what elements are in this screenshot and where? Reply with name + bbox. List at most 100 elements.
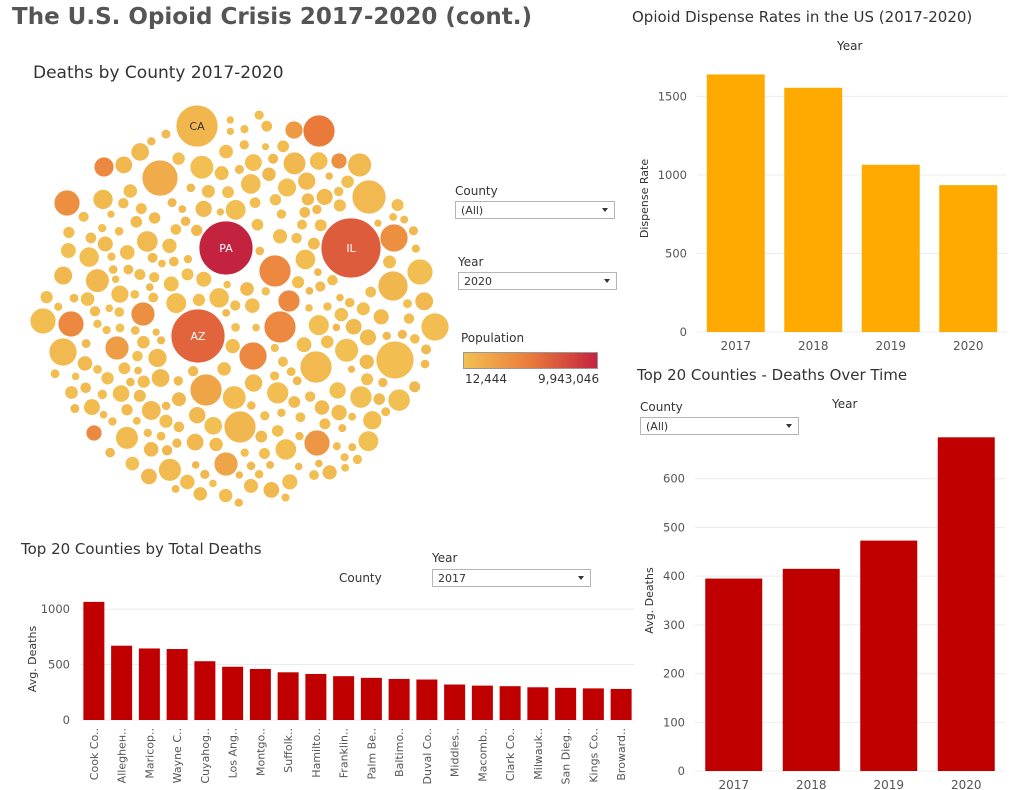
county-bubble [53,265,73,286]
county-bubble [224,338,241,355]
county-bubble [131,350,144,363]
county-bubble [238,139,250,151]
county-bubble [313,267,323,277]
county-bubble [307,314,330,337]
county-bubble [377,270,409,302]
county-bubble [130,142,150,162]
county-bubble [355,301,371,317]
county-bubble [331,441,342,452]
county-bubble [208,478,218,489]
county-bubble [320,334,335,349]
top20-xtick-label: Wayne C.. [171,728,184,783]
top20-year-select[interactable]: 2017 [432,569,591,587]
over-time-ytick-label: 300 [663,618,685,632]
county-bubble [104,303,114,313]
county-bubble [201,184,216,199]
county-bubble [77,210,90,223]
county-bubble [259,410,271,422]
county-bubble [221,308,231,318]
county-bubble [387,388,411,412]
county-bubble [80,338,92,349]
county-bubble [122,183,138,199]
top20-xtick-label: Middles.. [449,728,462,777]
county-bubble [117,361,132,376]
county-bubble [143,441,160,458]
dispense-chart: 0 500 1000 1500 2017 2018 2019 2020 Dispense Rat… [638,74,1007,353]
top20-bar [499,686,521,720]
county-bubble [261,166,277,182]
county-bubble [68,292,80,304]
dispense-column-header: Year [837,39,863,53]
county-bubble [277,177,297,198]
county-bubble [140,467,158,486]
county-bubble [119,244,136,261]
county-bubble [172,420,185,434]
county-bubble [170,308,226,364]
county-bubble [161,444,174,457]
county-bubble [29,307,57,335]
top20-bar [388,678,410,720]
dispense-bar [706,74,765,333]
county-bubble [62,226,76,239]
county-bubble [291,275,305,290]
county-bubble [375,340,415,380]
county-bubble [194,199,213,218]
bubble-chart-title: Deaths by County 2017-2020 [33,63,284,83]
county-bubble [129,289,141,300]
over-time-bar [937,437,995,771]
county-bubble [135,202,148,215]
county-bubble [254,245,265,257]
county-bubble [330,152,348,170]
chevron-down-icon [786,424,792,428]
top20-ytick-label: 0 [63,713,70,727]
over-time-chart-title: Top 20 Counties - Deaths Over Time [637,366,908,384]
top20-xtick-label: San Dieg.. [560,728,573,784]
dispense-y-axis-label: Dispense Rate [638,159,651,238]
county-bubble [147,291,160,304]
top20-xtick-label: Cuyahog.. [199,728,212,784]
bubble-year-select[interactable]: 2020 [458,272,617,290]
county-bubble [294,431,305,442]
dispense-xtick-label: 2017 [720,339,751,353]
county-bubble [179,215,192,227]
over-time-ytick-label: 0 [678,764,685,778]
dispense-chart-title: Opioid Dispense Rates in the US (2017-20… [632,8,973,26]
over-time-county-select[interactable]: (All) [640,417,799,435]
county-bubble [151,327,161,337]
county-bubble [141,400,162,421]
county-bubble [258,254,292,288]
county-bubble [150,368,171,388]
county-bubble [303,429,331,457]
over-time-bar [782,568,840,771]
county-bubble [133,365,143,376]
county-bubble [188,406,207,425]
top20-xtick-label: Clark Co.. [504,728,517,781]
county-bubble [326,274,339,287]
county-bubble [318,417,332,431]
county-bubble [171,391,187,407]
county-bubble [39,290,54,305]
county-bubble [314,218,328,232]
county-bubble [262,481,281,499]
county-bubble [309,151,329,171]
county-bubble [213,451,239,477]
county-bubble [168,255,180,268]
over-time-xtick-label: 2018 [796,778,827,790]
county-bubble [160,128,172,140]
county-bubble [282,151,307,176]
county-bubble [129,215,143,229]
county-bubble [141,159,179,197]
bubble-county-select[interactable]: (All) [455,201,615,219]
top20-bar [138,648,160,720]
county-bubble [71,371,81,381]
county-bubble [372,308,390,326]
top20-y-axis-label: Avg. Deaths [26,626,39,693]
bubble-county-filter-label: County [455,184,498,198]
county-bubble [304,286,315,296]
county-bubble [268,193,282,207]
over-time-ytick-label: 200 [663,667,685,681]
county-bubble [322,301,333,312]
county-bubble [269,370,280,382]
county-bubble [120,403,134,417]
county-bubble [360,372,374,387]
